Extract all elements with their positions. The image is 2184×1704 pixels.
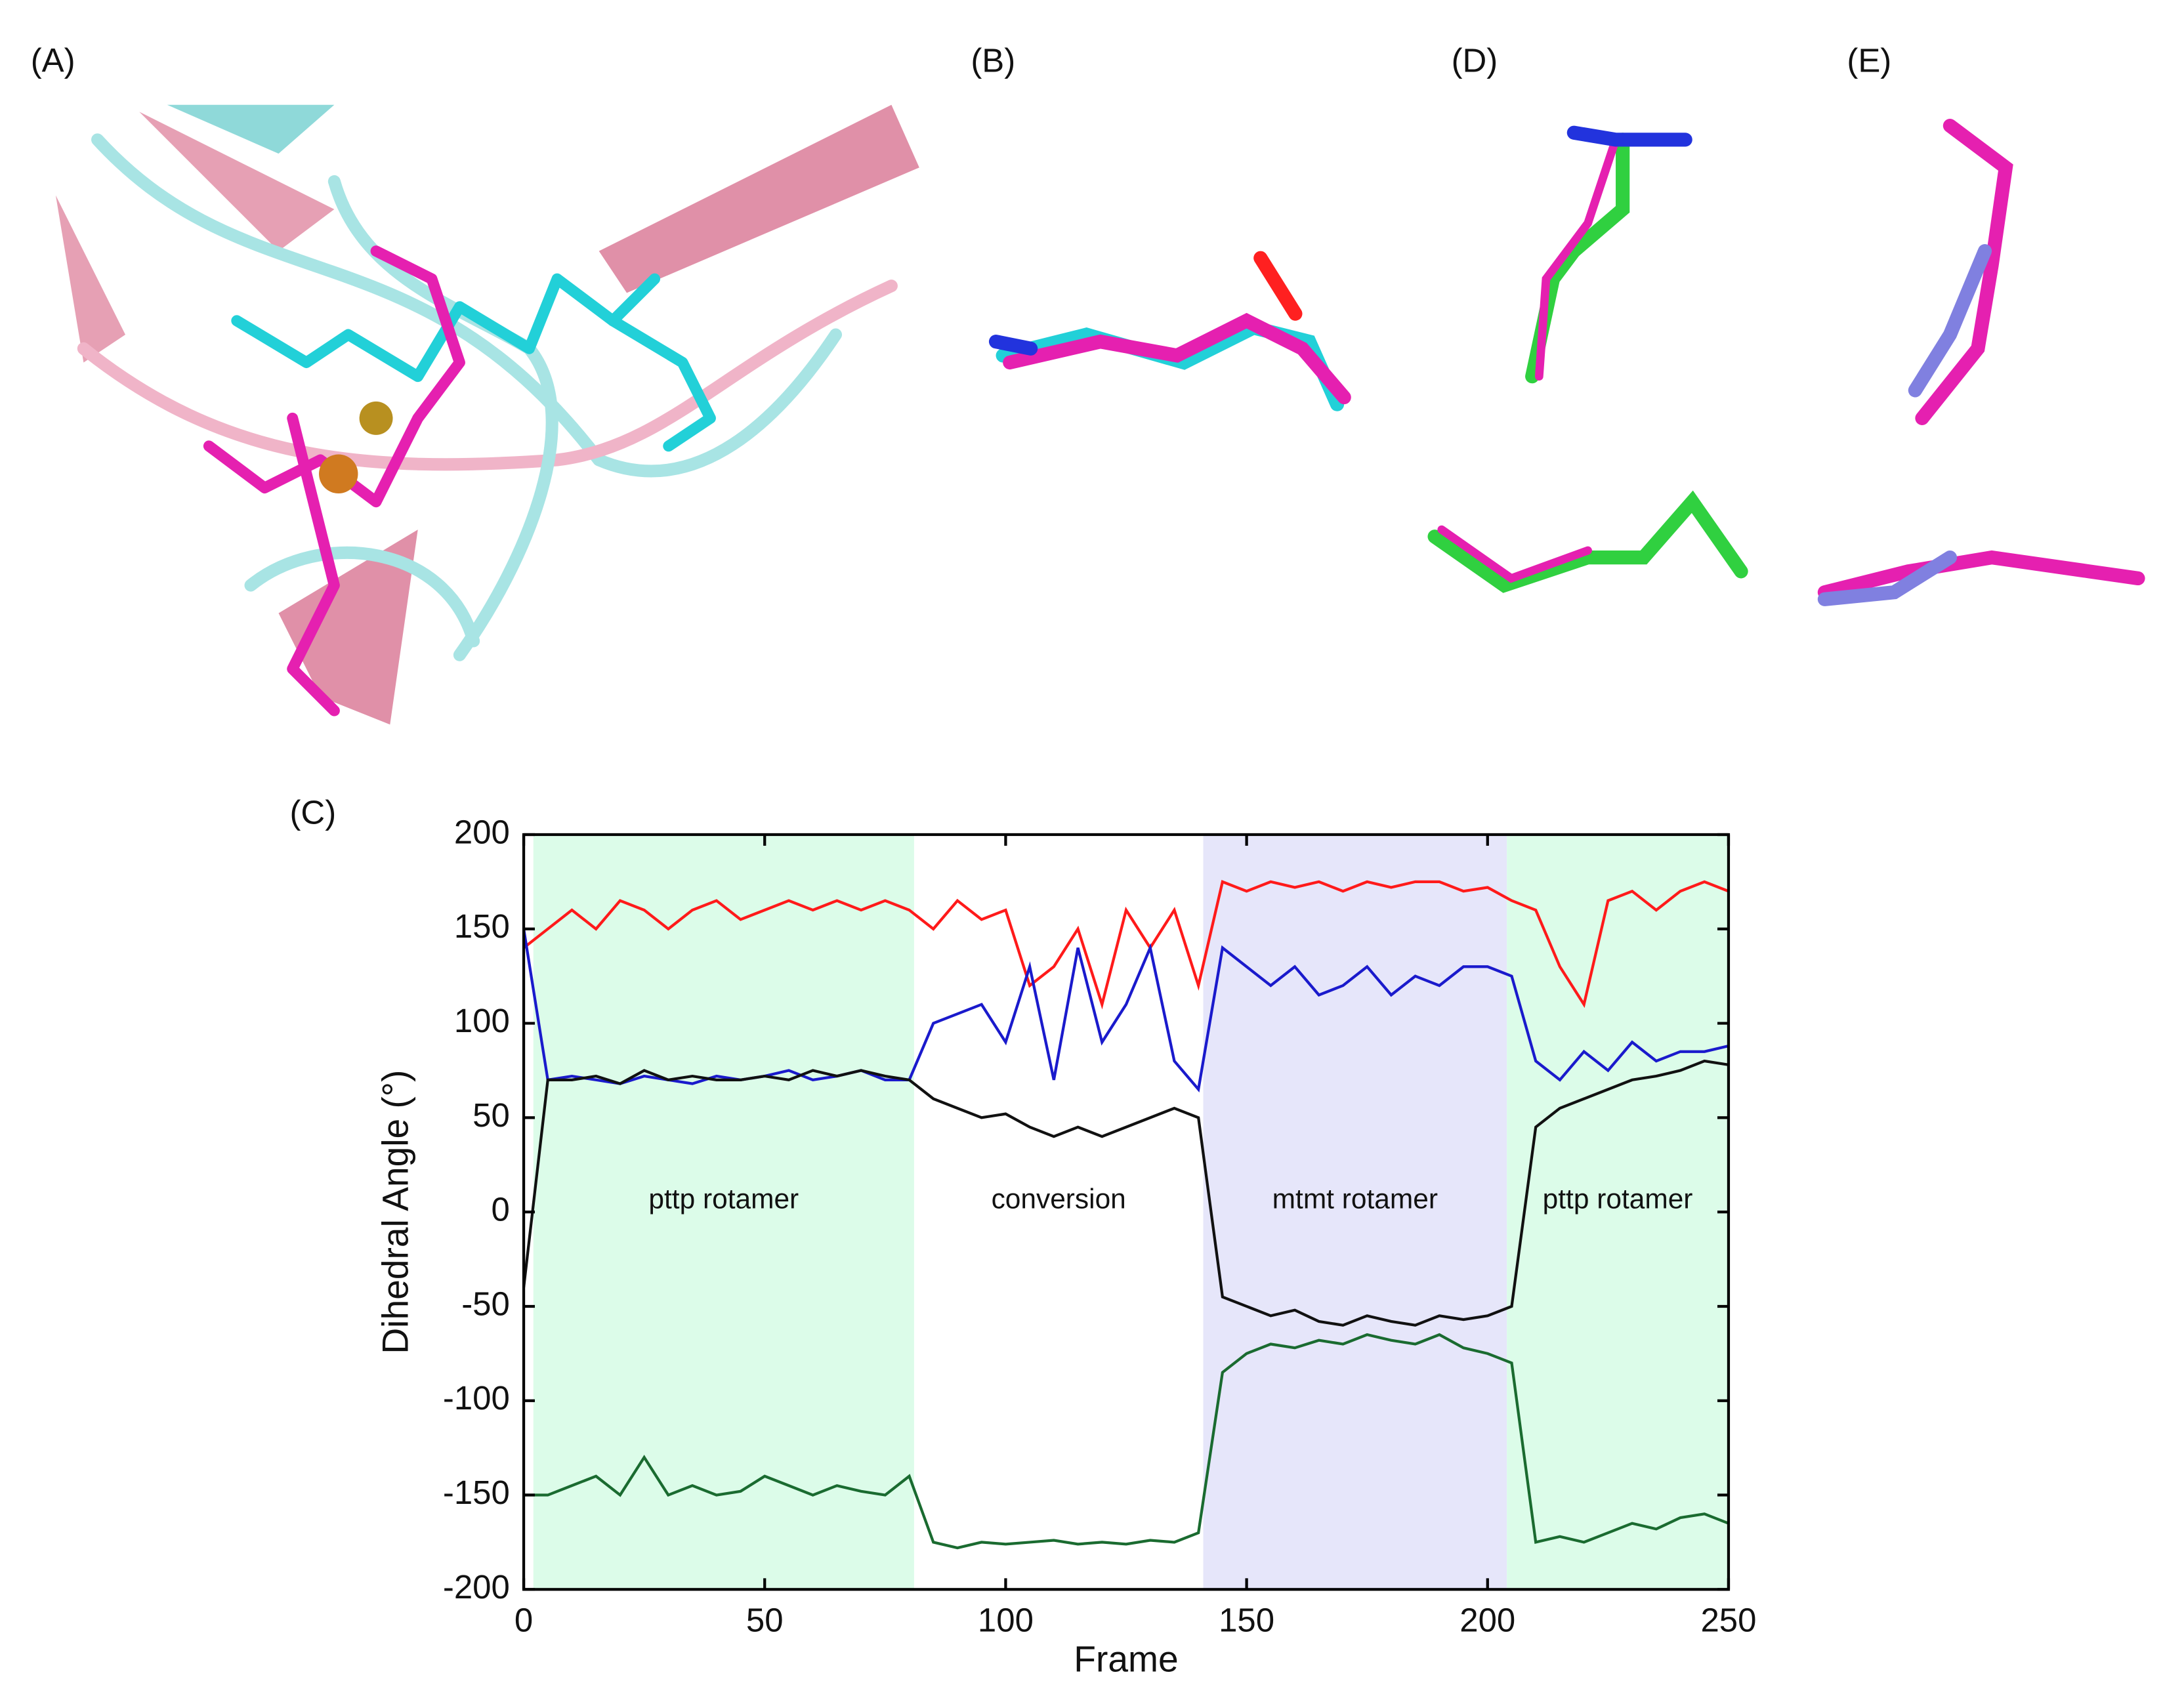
data-line (524, 1333, 1729, 1550)
panel-label: (B) (971, 42, 1015, 79)
data-line (522, 1059, 1729, 1327)
region-label: pttp rotamer (648, 1183, 799, 1214)
protein-structure (55, 104, 919, 725)
region-label: conversion (992, 1183, 1126, 1214)
region (533, 834, 914, 1590)
x-tick-label: 150 (1219, 1602, 1274, 1639)
panel-label: (D) (1452, 42, 1498, 79)
x-tick-label: 0 (514, 1602, 533, 1639)
y-tick-label: 150 (454, 907, 510, 945)
x-tick-label: 100 (978, 1602, 1034, 1639)
x-tick-label: 250 (1700, 1602, 1756, 1639)
y-tick-label: 0 (491, 1191, 509, 1228)
y-tick-label: -200 (443, 1568, 510, 1606)
y-tick-label: -100 (443, 1379, 510, 1417)
molecule-e (1817, 119, 2145, 606)
data-line (522, 879, 1729, 1010)
x-tick-label: 200 (1460, 1602, 1515, 1639)
x-tick-label: 50 (746, 1602, 784, 1639)
y-tick-label: -50 (461, 1285, 510, 1322)
y-tick-label: -150 (443, 1474, 510, 1511)
molecule-b (988, 251, 1351, 411)
y-tick-label: 200 (454, 813, 510, 850)
x-axis-label: Frame (1074, 1638, 1178, 1679)
region (1507, 834, 1729, 1590)
panel-label: (A) (31, 42, 75, 79)
region-label: mtmt rotamer (1272, 1183, 1438, 1214)
region (1203, 834, 1507, 1590)
region-label: pttp rotamer (1543, 1183, 1693, 1214)
panel-label: (E) (1847, 42, 1891, 79)
molecule-d (1427, 125, 1748, 593)
y-axis-label: Dihedral Angle (°) (375, 1070, 416, 1354)
panel-label: (C) (289, 794, 336, 831)
y-tick-label: 50 (472, 1096, 510, 1134)
data-line (522, 928, 1729, 1093)
y-tick-label: 100 (454, 1002, 510, 1039)
